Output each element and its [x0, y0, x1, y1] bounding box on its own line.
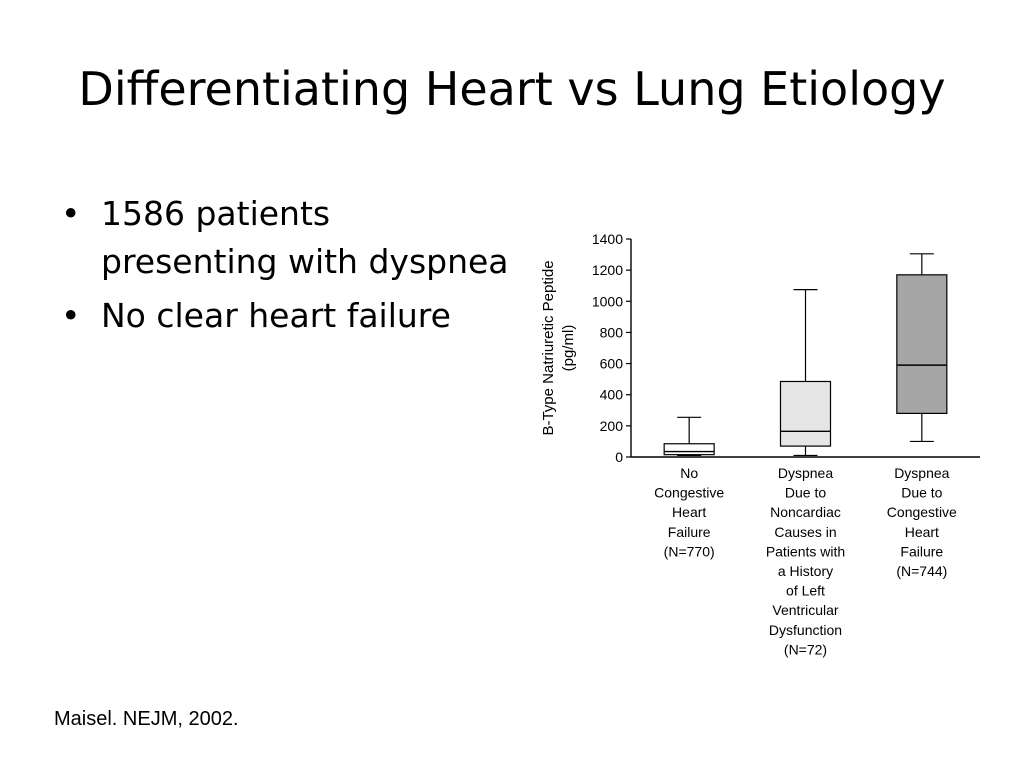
x-tick-label: (N=770) — [664, 543, 715, 559]
x-tick-label: Causes in — [774, 524, 836, 540]
box-iqr — [663, 443, 715, 456]
x-tick-label: Failure — [668, 524, 711, 540]
x-tick-label: Dyspnea — [894, 465, 949, 481]
x-tick-label: of Left — [786, 583, 825, 599]
bullet-text: 1586 patients presenting with dyspnea — [101, 194, 509, 281]
x-tick-label: (N=72) — [784, 641, 827, 657]
bullet-list: • 1586 patients presenting with dyspnea … — [55, 190, 515, 346]
x-tick-label: Patients with — [766, 543, 845, 559]
y-tick-label: 800 — [600, 324, 624, 340]
x-tick-label: No — [680, 465, 698, 481]
box-iqr — [779, 380, 832, 447]
x-tick-label: Due to — [785, 485, 826, 501]
x-tick-label: Congestive — [654, 485, 724, 501]
x-tick-label: (N=744) — [896, 563, 947, 579]
x-tick-label: Heart — [672, 504, 706, 520]
x-tick-label: Failure — [900, 543, 943, 559]
x-tick-label: a History — [778, 563, 833, 579]
box-iqr — [896, 274, 948, 414]
bullet-dot-icon: • — [61, 295, 81, 335]
y-tick-label: 1400 — [592, 231, 623, 247]
x-tick-label: Ventricular — [772, 602, 838, 618]
bullet-item: • 1586 patients presenting with dyspnea — [55, 190, 515, 286]
bnp-boxplot-chart: 0 200 400 600 800 1000 1200 1400 B-Type Natriure… — [540, 231, 980, 657]
y-tick-label: 200 — [600, 418, 624, 434]
y-axis-title: (pg/ml) — [560, 325, 577, 372]
x-tick-label: Heart — [905, 524, 939, 540]
y-tick-label: 0 — [615, 449, 623, 465]
citation: Maisel. NEJM, 2002. — [54, 708, 239, 730]
x-tick-label: Due to — [901, 485, 942, 501]
y-tick-label: 400 — [600, 387, 624, 403]
bullet-item: • No clear heart failure — [55, 292, 515, 340]
bullet-dot-icon: • — [61, 194, 81, 233]
y-tick-label: 1000 — [592, 293, 623, 309]
slide-title: Differentiating Heart vs Lung Etiology — [78, 62, 946, 116]
x-tick-label: Dysfunction — [769, 622, 842, 638]
x-tick-label: Dyspnea — [778, 465, 833, 481]
y-tick-label: 600 — [600, 356, 624, 372]
bullet-text: No clear heart failure — [101, 295, 451, 335]
x-tick-label: Congestive — [887, 504, 957, 520]
x-tick-label: Noncardiac — [770, 504, 841, 520]
y-tick-label: 1200 — [592, 262, 623, 278]
y-axis-title: B-Type Natriuretic Peptide — [540, 260, 557, 435]
